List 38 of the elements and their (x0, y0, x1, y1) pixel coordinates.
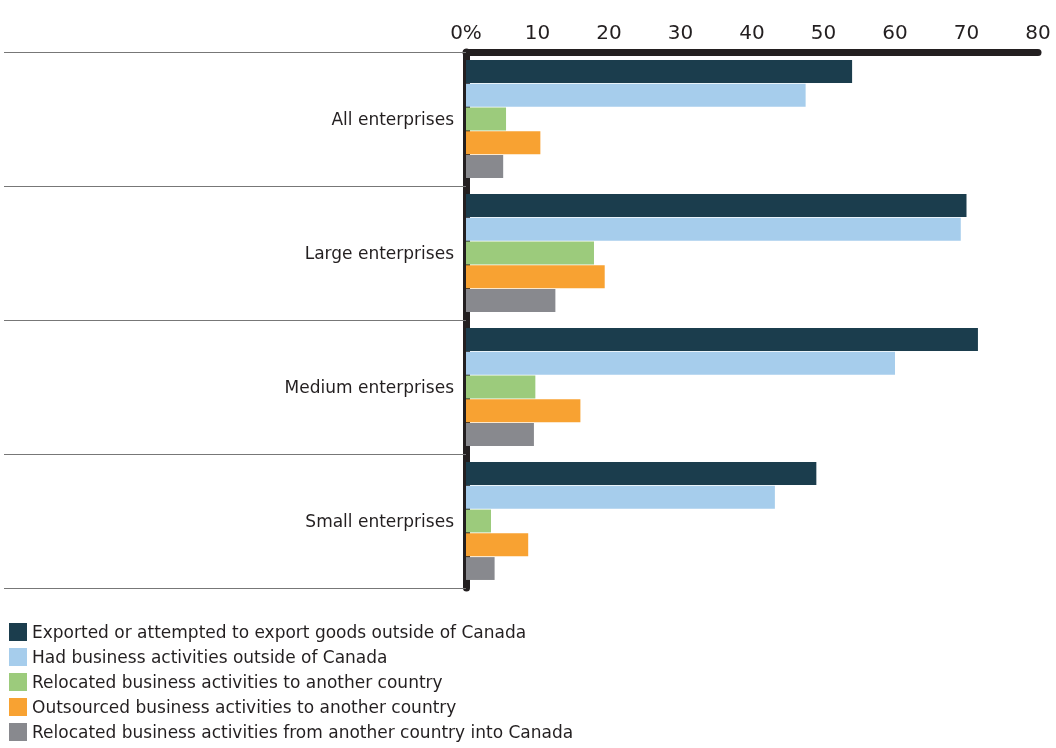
y-tick-label: Medium enterprises (284, 377, 455, 397)
bar (466, 509, 492, 533)
bar (466, 217, 961, 241)
x-tick-label: 30 (667, 20, 694, 44)
x-tick-label: 20 (596, 20, 622, 44)
y-tick-label: Large enterprises (304, 243, 455, 263)
bar (466, 83, 806, 107)
legend-label: Relocated business activities to another country (32, 672, 443, 692)
x-tick-label: 40 (739, 20, 765, 44)
bar (466, 485, 775, 509)
bar (466, 60, 853, 83)
bar (466, 241, 594, 265)
y-tick-label: Small enterprises (305, 511, 455, 531)
x-tick-label: 80 (1025, 20, 1051, 44)
bar (466, 375, 536, 399)
bar (466, 462, 817, 485)
legend-label: Had business activities outside of Canada (32, 647, 388, 667)
bar (466, 328, 978, 351)
bar (466, 557, 495, 580)
bar (466, 423, 534, 446)
x-tick-label: 0% (450, 20, 482, 44)
bar (466, 265, 605, 289)
legend-label: Exported or attempted to export goods outside of Canada (32, 622, 527, 642)
x-tick-label: 60 (882, 20, 908, 44)
bar (466, 533, 529, 557)
x-tick-label: 50 (810, 20, 837, 44)
bar (466, 289, 556, 312)
bar (466, 155, 504, 178)
bar (466, 399, 581, 423)
x-tick-label: 10 (524, 20, 551, 44)
bar (466, 351, 895, 375)
bar (466, 194, 967, 217)
bar (466, 131, 541, 155)
x-tick-label: 70 (953, 20, 980, 44)
y-tick-label: All enterprises (331, 109, 455, 129)
legend-label: Relocated business activities from another country into Canada (32, 722, 574, 742)
legend-label: Outsourced business activities to another country (32, 697, 457, 717)
bar (466, 107, 507, 131)
